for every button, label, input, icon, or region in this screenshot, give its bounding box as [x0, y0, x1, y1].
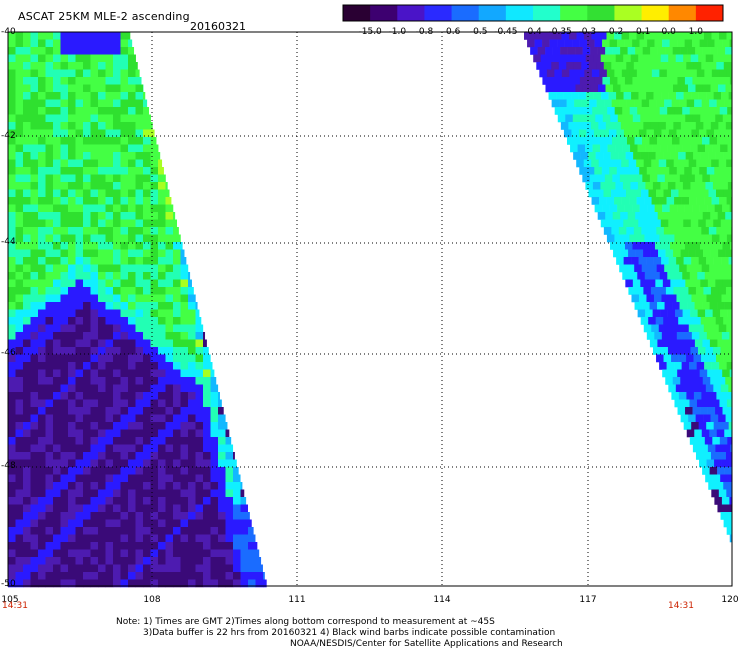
plot-frame	[7, 31, 733, 587]
lat-label-48: -48	[1, 461, 16, 471]
colorbar-label: -0.35	[548, 27, 572, 37]
colorbar	[342, 4, 724, 22]
colorbar-label: -0.6	[442, 27, 461, 37]
colorbar-label: -0.5	[469, 27, 488, 37]
colorbar-segment	[505, 5, 534, 21]
colorbar-segment	[533, 5, 561, 21]
map-date: 20160321	[190, 20, 246, 33]
lon-label-120: 120	[721, 595, 739, 605]
lon-label-117: 117	[579, 595, 597, 605]
colorbar-segment	[397, 5, 425, 21]
colorbar-label: 1.0	[688, 27, 704, 37]
colorbar-label: 0.0	[661, 27, 676, 37]
note-line-3: NOAA/NESDIS/Center for Satellite Applica…	[290, 639, 563, 649]
map-title: ASCAT 25KM MLE-2 ascending	[18, 10, 190, 23]
colorbar-segment	[587, 5, 615, 21]
lat-label-42: -42	[1, 131, 16, 141]
data-swaths	[8, 32, 733, 588]
time-label-left: 14:31	[2, 601, 28, 611]
colorbar-segment	[614, 5, 643, 21]
colorbar-label: -0.3	[578, 27, 597, 37]
note-line-1: Note: 1) Times are GMT 2)Times along bot…	[116, 617, 495, 627]
colorbar-segment	[560, 5, 588, 21]
colorbar-segment	[695, 5, 724, 21]
time-label-right: 14:31	[668, 601, 694, 611]
colorbar-label: -0.4	[524, 27, 542, 37]
lon-label-114: 114	[433, 595, 451, 605]
colorbar-segment	[478, 5, 507, 21]
lon-label-111: 111	[288, 595, 306, 605]
lat-label-46: -46	[1, 348, 16, 358]
colorbar-segment	[641, 5, 670, 21]
colorbar-label: -0.1	[632, 27, 651, 37]
colorbar-label: -0.45	[494, 27, 518, 37]
lon-label-105: 105	[1, 595, 19, 605]
colorbar-segment	[668, 5, 697, 21]
colorbar-label: -15.0	[358, 27, 382, 37]
lat-label-44: -44	[1, 237, 16, 247]
note-line-2: 3)Data buffer is 22 hrs from 20160321 4)…	[143, 628, 556, 638]
colorbar-segment	[424, 5, 453, 21]
lon-label-108: 108	[143, 595, 161, 605]
lat-label-50: -50	[1, 579, 16, 589]
lat-label-40: -40	[1, 27, 16, 37]
colorbar-segment	[343, 5, 371, 21]
colorbar-segment	[451, 5, 480, 21]
colorbar-segment	[370, 5, 398, 21]
colorbar-label: -1.0	[388, 27, 407, 37]
colorbar-label: -0.2	[605, 27, 624, 37]
colorbar-label: -0.8	[415, 27, 434, 37]
grid-lines	[8, 32, 732, 586]
